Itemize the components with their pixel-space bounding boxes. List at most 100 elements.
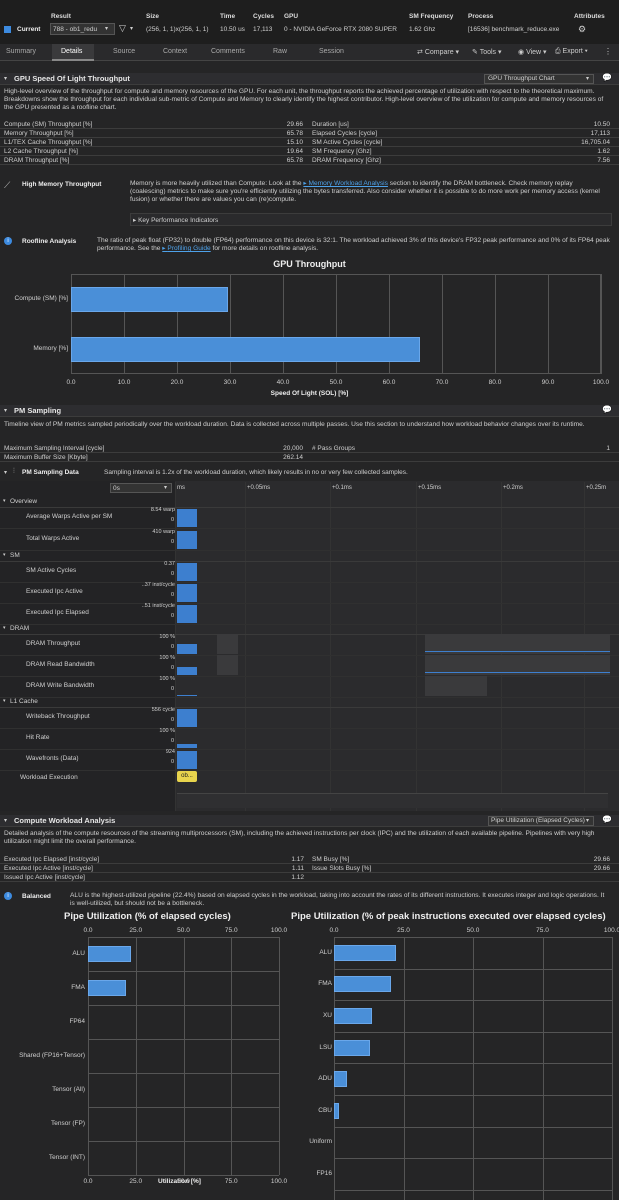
collapse-icon[interactable]: ▾	[3, 698, 6, 704]
sol-metric-value: 17,113	[590, 130, 610, 137]
filter-chevron-icon[interactable]: ▾	[130, 26, 134, 32]
time-tick-label: +0.05ms	[247, 485, 271, 491]
col-result: Result	[51, 13, 71, 20]
tab-source[interactable]: Source	[113, 48, 136, 55]
cwa-metric-value: 1.17	[291, 856, 304, 863]
view-icon: ◉	[518, 49, 527, 56]
x-tick-label: 30.0	[223, 379, 237, 386]
cwa-metric-value: 1.11	[291, 865, 304, 872]
pm-group-header[interactable]: Overview	[10, 498, 38, 505]
comment-icon[interactable]: 💬	[602, 405, 612, 414]
collapse-icon[interactable]: ▾	[4, 408, 8, 414]
tab-raw[interactable]: Raw	[273, 48, 288, 55]
collapse-icon[interactable]: ▾	[4, 76, 8, 82]
pm-group-header[interactable]: SM	[10, 552, 20, 559]
pm-row-divider	[0, 582, 619, 583]
collapse-icon[interactable]: ▾	[3, 625, 6, 631]
tab-details[interactable]: Details	[61, 48, 83, 55]
chart-icon: ⫶	[13, 468, 15, 475]
kpi-label: ▸ Key Performance Indicators	[133, 217, 219, 224]
pm-row-divider	[0, 697, 619, 698]
result-select-value: 788 - ob1_redu	[53, 26, 98, 33]
roofline-text: The ratio of peak float (FP32) to double…	[97, 237, 612, 253]
compare-label: Compare	[424, 49, 454, 56]
pm-sample-bar	[177, 531, 197, 549]
collapse-icon[interactable]: ▾	[4, 818, 8, 824]
pm-row-label: Average Warps Active per SM	[26, 513, 113, 520]
y-category-label: ALU	[319, 948, 332, 956]
pm-row-max: 100 %	[159, 728, 175, 734]
cwa-section-header[interactable]: ▾ Compute Workload Analysis	[0, 815, 619, 827]
workload-chip[interactable]: ob...	[177, 771, 197, 782]
filter-icon[interactable]: ▽	[119, 23, 126, 33]
pm-row-label: DRAM Write Bandwidth	[26, 682, 95, 689]
gridline	[88, 1175, 279, 1176]
cycles-value: 17,113	[253, 26, 273, 33]
gpu-throughput-title: GPU Throughput	[273, 259, 346, 269]
x-tick-label: 100.0	[603, 927, 619, 934]
sol-chart-select[interactable]	[484, 74, 594, 84]
sol-section-header[interactable]: ▾ GPU Speed Of Light Throughput	[0, 73, 619, 85]
pm-row-label: Total Warps Active	[26, 535, 80, 542]
pm-data-title: PM Sampling Data	[22, 469, 79, 476]
tools-button[interactable]: ✎ Tools ▾	[472, 49, 502, 56]
tab-summary[interactable]: Summary	[6, 48, 36, 55]
sm-frequency-value: 1.62 Ghz	[409, 26, 436, 33]
profiling-guide-link[interactable]: ▸ Profiling Guide	[162, 245, 211, 252]
gridline	[334, 1000, 612, 1002]
pm-data-toggle[interactable]: ▾	[4, 470, 8, 476]
roofline-text-1: The ratio of peak float (FP32) to double…	[97, 237, 610, 252]
attributes-gear-icon[interactable]: ⚙	[578, 24, 587, 34]
collapse-icon[interactable]: ▾	[3, 498, 6, 504]
x-tick-label: 25.0	[397, 927, 410, 934]
gpu-value: 0 - NVIDIA GeForce RTX 2080 SUPER	[284, 26, 397, 33]
sol-metric-value: 1.62	[597, 148, 610, 155]
comment-icon[interactable]: 💬	[602, 815, 612, 824]
sol-metric-value: 7.56	[597, 157, 610, 164]
pm-sample-bar	[177, 709, 197, 727]
tab-comments[interactable]: Comments	[211, 48, 245, 55]
cwa-chart-select[interactable]	[488, 816, 594, 826]
gridline	[601, 274, 602, 374]
col-cycles: Cycles	[253, 13, 274, 20]
x-tick-label: 100.0	[592, 379, 610, 386]
time-select[interactable]	[110, 483, 172, 493]
gpu-throughput-xlabel: Speed Of Light (SOL) [%]	[270, 390, 349, 397]
cwa-metric-value: 1.12	[291, 874, 304, 881]
sol-title: GPU Speed Of Light Throughput	[14, 74, 130, 83]
pm-row-divider	[0, 655, 619, 656]
scroll-strip[interactable]	[177, 793, 608, 808]
tab-context[interactable]: Context	[163, 48, 188, 55]
sol-metric-value: 19.64	[286, 148, 303, 155]
sol-metric-name: DRAM Frequency [Ghz]	[312, 157, 381, 164]
sol-metric-value: 16,705.04	[581, 139, 610, 146]
tools-label: Tools	[479, 49, 497, 56]
y-category-label: CBU	[318, 1106, 332, 1114]
hmt-link[interactable]: ▸ Memory Workload Analysis	[303, 180, 388, 187]
sol-row-divider	[0, 128, 619, 129]
pm-row-label: Wavefronts (Data)	[26, 755, 79, 762]
x-tick-label: 0.0	[83, 927, 93, 934]
pm-group-header[interactable]: L1 Cache	[10, 698, 38, 705]
export-button[interactable]: ⎙ Export ▾	[555, 48, 588, 55]
kpi-toggle[interactable]	[130, 213, 612, 226]
y-category-label: FP64	[69, 1018, 85, 1025]
pm-group-header[interactable]: DRAM	[10, 625, 30, 632]
comment-icon[interactable]: 💬	[602, 73, 612, 82]
y-category-label: Shared (FP16+Tensor)	[19, 1052, 85, 1059]
tab-session[interactable]: Session	[319, 48, 344, 55]
tab-details-bg	[52, 44, 94, 61]
more-icon[interactable]: ⋮	[604, 47, 612, 56]
gridline	[548, 274, 549, 374]
view-button[interactable]: ◉ View ▾	[518, 49, 547, 56]
pm-section-header[interactable]: ▾ PM Sampling	[0, 405, 619, 417]
bar	[71, 337, 420, 362]
time-tick-label: +0.25m	[586, 485, 607, 491]
collapse-icon[interactable]: ▾	[3, 552, 6, 558]
result-select[interactable]	[50, 23, 115, 35]
y-category-label: Uniform	[309, 1138, 332, 1146]
x-tick-label: 100.0	[270, 1178, 288, 1185]
pm-row-max: 8.54 warp	[150, 507, 175, 513]
x-tick-label: 40.0	[276, 379, 290, 386]
compare-button[interactable]: ⇄ Compare ▾	[417, 49, 460, 56]
